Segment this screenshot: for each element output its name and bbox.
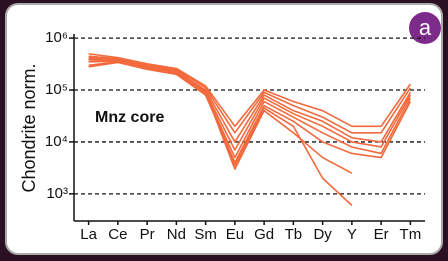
- x-tick-label: La: [80, 226, 97, 243]
- x-tick-label: Eu: [226, 226, 244, 243]
- y-tick-label: 10⁵: [45, 81, 68, 98]
- x-tick-label: Er: [374, 226, 389, 243]
- x-tick-label: Sm: [194, 226, 217, 243]
- y-tick-label: 10³: [46, 185, 68, 202]
- panel-label: a: [419, 15, 432, 40]
- x-tick-label: Ce: [108, 226, 127, 243]
- chart: a Chondrite norm. Mnz core 10³ 10⁴ 10⁵ 10⁶ L…: [0, 0, 448, 261]
- x-tick-label: Nd: [167, 226, 186, 243]
- x-tick-label: Y: [347, 226, 357, 243]
- x-tick-label: Tm: [400, 226, 422, 243]
- y-tick-label: 10⁴: [45, 133, 68, 150]
- page: {"chart_data": {"type": "line", "panel_l…: [0, 0, 448, 261]
- x-tick-label: Pr: [140, 226, 155, 243]
- x-tick-label: Gd: [254, 226, 274, 243]
- x-tick-label: Dy: [313, 226, 332, 243]
- x-tick-label: Tb: [285, 226, 303, 243]
- annotation: Mnz core: [95, 109, 164, 126]
- y-axis-label: Chondrite norm.: [19, 63, 39, 192]
- y-tick-label: 10⁶: [45, 29, 68, 46]
